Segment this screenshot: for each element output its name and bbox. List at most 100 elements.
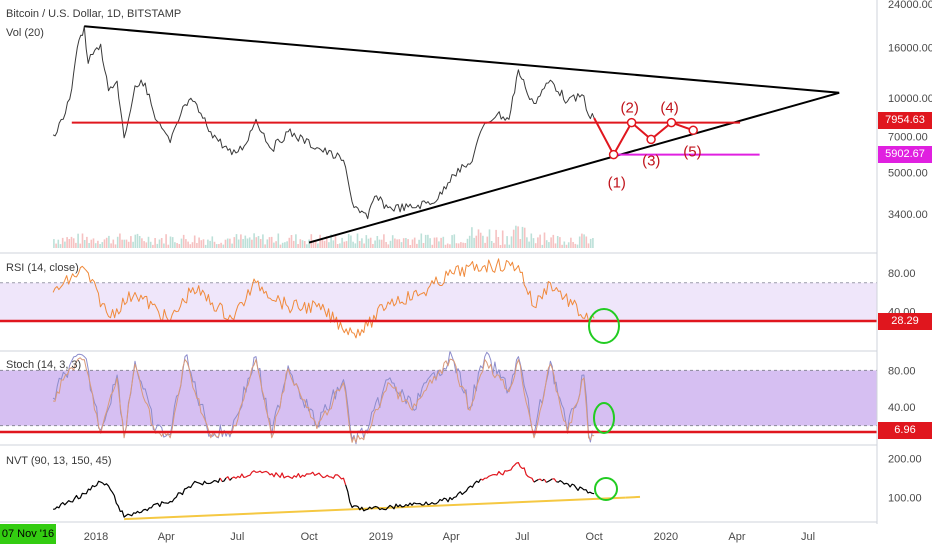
volume-bar xyxy=(352,241,354,248)
volume-bar xyxy=(273,242,275,248)
volume-bar xyxy=(398,239,401,248)
volume-bar xyxy=(466,238,469,248)
volume-bar xyxy=(319,234,321,248)
volume-bar xyxy=(435,237,438,248)
volume-bar xyxy=(246,238,249,248)
volume-bar xyxy=(356,233,359,248)
volume-bar xyxy=(90,239,93,248)
volume-bar xyxy=(523,227,526,248)
volume-bar xyxy=(193,235,196,248)
volume-bar xyxy=(468,235,471,248)
volume-bar xyxy=(191,242,194,248)
volume-bar xyxy=(477,229,480,248)
volume-bar xyxy=(317,243,319,248)
volume-bar xyxy=(464,243,467,248)
stoch-highlight-circle xyxy=(593,402,615,434)
volume-bar xyxy=(262,234,264,248)
volume-bar xyxy=(589,238,592,248)
volume-bar xyxy=(488,229,491,248)
volume-bar xyxy=(499,245,502,248)
volume-bar xyxy=(94,243,97,248)
volume-bar xyxy=(182,234,185,248)
price-series-line xyxy=(52,25,595,220)
volume-bar xyxy=(545,240,548,248)
volume-bar xyxy=(244,235,247,248)
volume-bar xyxy=(125,239,128,248)
volume-bar xyxy=(281,242,284,248)
volume-bar xyxy=(471,227,473,248)
nvt-line xyxy=(345,478,482,512)
price-tag-magenta: 5902.67 xyxy=(878,146,932,163)
volume-bar xyxy=(517,226,519,248)
volume-bar xyxy=(64,241,66,248)
volume-bar xyxy=(372,244,374,248)
volume-bar xyxy=(314,240,317,248)
volume-bar xyxy=(255,237,258,248)
volume-bar xyxy=(277,233,280,248)
volume-bars xyxy=(53,225,594,248)
lower-trendline xyxy=(308,91,840,244)
rsi-band xyxy=(0,282,877,322)
volume-bar xyxy=(99,244,101,248)
volume-bar xyxy=(222,244,225,248)
nvt-line xyxy=(546,478,553,483)
volume-bar xyxy=(378,239,381,248)
volume-bar xyxy=(97,240,99,248)
volume-bar xyxy=(136,233,139,248)
volume-bar xyxy=(279,244,282,248)
price-tick-label: 16000.00 xyxy=(888,43,932,55)
volume-bar xyxy=(361,238,363,248)
volume-bar xyxy=(358,241,361,248)
volume-bar xyxy=(59,244,62,248)
volume-bar xyxy=(180,238,183,248)
volume-bar xyxy=(301,240,304,248)
volume-bar xyxy=(407,239,409,248)
volume-bar xyxy=(363,243,365,248)
volume-bar xyxy=(334,235,337,248)
volume-bar xyxy=(457,243,460,248)
volume-bar xyxy=(112,239,115,248)
volume-bar xyxy=(233,237,236,248)
wave-label: (3) xyxy=(642,152,660,169)
volume-bar xyxy=(101,242,104,248)
nvt-line xyxy=(556,480,595,495)
volume-bar xyxy=(103,239,106,248)
volume-bar xyxy=(572,242,574,248)
volume-bar xyxy=(229,238,231,248)
volume-bar xyxy=(235,234,238,248)
volume-bar xyxy=(416,243,418,248)
volume-bar xyxy=(380,239,383,248)
volume-bar xyxy=(105,237,108,248)
time-tick-label: Oct xyxy=(586,531,603,543)
volume-bar xyxy=(330,234,332,248)
upper-trendline xyxy=(84,25,840,94)
volume-bar xyxy=(339,243,341,248)
volume-bar xyxy=(204,244,207,248)
volume-bar xyxy=(424,234,427,248)
time-tick-label: Apr xyxy=(443,531,460,543)
stoch-k-line xyxy=(52,350,595,445)
volume-bar xyxy=(515,225,517,248)
volume-bar xyxy=(561,244,563,248)
volume-bar xyxy=(141,238,143,248)
volume-bar xyxy=(288,237,291,248)
volume-bar xyxy=(145,242,148,248)
volume-bar xyxy=(387,244,390,248)
stoch-tick-label: 40.00 xyxy=(888,402,916,414)
nvt-line xyxy=(221,477,227,483)
volume-bar xyxy=(116,236,119,248)
volume-bar xyxy=(251,239,253,248)
volume-bar xyxy=(343,241,346,248)
rsi-line xyxy=(52,258,595,339)
volume-bar xyxy=(185,239,187,248)
wave-point xyxy=(666,117,677,128)
volume-bar xyxy=(200,240,203,248)
volume-bar xyxy=(576,244,579,248)
volume-bar xyxy=(389,240,392,248)
volume-bar xyxy=(127,241,130,248)
volume-bar xyxy=(475,235,478,248)
volume-bar xyxy=(328,242,330,248)
nvt-line-hot xyxy=(480,462,535,483)
volume-bar xyxy=(211,236,214,248)
